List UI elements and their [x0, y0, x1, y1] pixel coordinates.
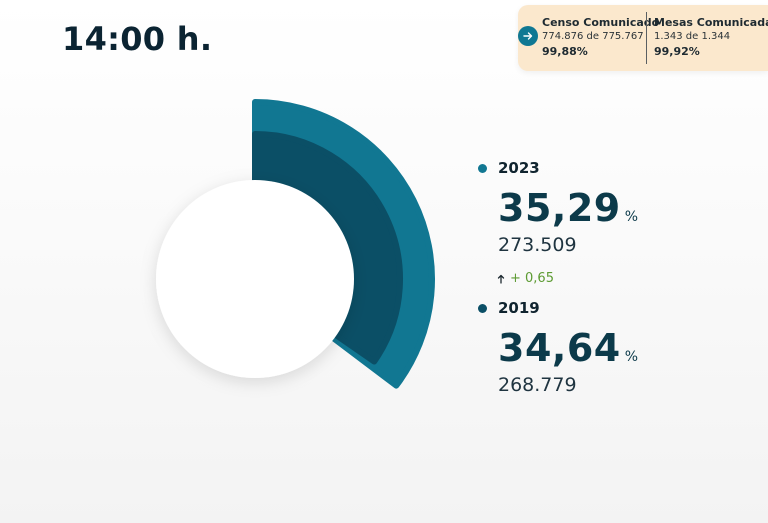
- legend-year-2023: 2023: [498, 159, 540, 177]
- legend-count-2023: 273.509: [498, 234, 577, 256]
- censo-percent: 99,88%: [542, 45, 588, 58]
- time-title: 14:00 h.: [62, 20, 213, 58]
- mesas-comunicadas: Mesas Comunicadas 1.343 de 1.344 99,92%: [654, 16, 768, 59]
- communicated-info-card: Censo Comunicado 774.876 de 775.767 99,8…: [518, 5, 768, 71]
- difference-value: + 0,65: [510, 271, 554, 286]
- legend-percent-unit-2023: %: [624, 209, 639, 225]
- legend-2023: 2023 35,29 % 273.509: [478, 158, 638, 256]
- legend-percent-2019: 34,64: [498, 326, 621, 370]
- mesas-percent: 99,92%: [654, 45, 700, 58]
- legend-year-2019: 2019: [498, 299, 540, 317]
- mesas-label: Mesas Comunicadas: [654, 16, 768, 29]
- censo-comunicado: Censo Comunicado 774.876 de 775.767 99,8…: [542, 16, 659, 59]
- difference-row: + 0,65: [497, 271, 554, 286]
- legend-count-2019: 268.779: [498, 374, 577, 396]
- arrow-up-icon: [497, 274, 505, 284]
- legend-dot-2019: [478, 303, 487, 313]
- mesas-detail: 1.343 de 1.344: [654, 31, 731, 42]
- legend-percent-2023: 35,29: [498, 186, 621, 230]
- arrow-right-icon[interactable]: [518, 26, 538, 46]
- legend-2019: 2019 34,64 % 268.779: [478, 298, 638, 396]
- chart-center-hole: [156, 180, 354, 378]
- censo-detail: 774.876 de 775.767: [542, 31, 644, 42]
- censo-label: Censo Comunicado: [542, 16, 660, 29]
- info-card-divider: [646, 12, 647, 64]
- legend-percent-unit-2019: %: [624, 349, 639, 365]
- legend-dot-2023: [478, 163, 487, 173]
